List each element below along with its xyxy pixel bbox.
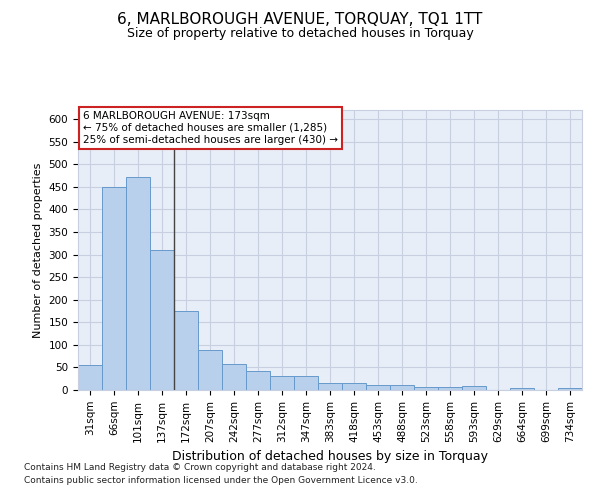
Bar [462,386,486,390]
Bar [126,177,150,390]
Bar [366,386,390,390]
Text: Contains HM Land Registry data © Crown copyright and database right 2024.: Contains HM Land Registry data © Crown c… [24,464,376,472]
Bar [222,364,246,390]
Bar [390,386,414,390]
Bar [342,383,366,390]
Bar [102,187,126,390]
Bar [174,311,198,390]
Text: 6 MARLBOROUGH AVENUE: 173sqm
← 75% of detached houses are smaller (1,285)
25% of: 6 MARLBOROUGH AVENUE: 173sqm ← 75% of de… [83,112,338,144]
Bar [510,388,534,390]
Text: 6, MARLBOROUGH AVENUE, TORQUAY, TQ1 1TT: 6, MARLBOROUGH AVENUE, TORQUAY, TQ1 1TT [118,12,482,28]
Bar [558,388,582,390]
Bar [438,388,462,390]
Bar [78,365,102,390]
Bar [414,388,438,390]
Bar [318,383,342,390]
Bar [270,376,294,390]
Text: Contains public sector information licensed under the Open Government Licence v3: Contains public sector information licen… [24,476,418,485]
Bar [150,250,174,390]
Bar [198,350,222,390]
X-axis label: Distribution of detached houses by size in Torquay: Distribution of detached houses by size … [172,450,488,463]
Y-axis label: Number of detached properties: Number of detached properties [33,162,43,338]
Text: Size of property relative to detached houses in Torquay: Size of property relative to detached ho… [127,28,473,40]
Bar [246,370,270,390]
Bar [294,376,318,390]
